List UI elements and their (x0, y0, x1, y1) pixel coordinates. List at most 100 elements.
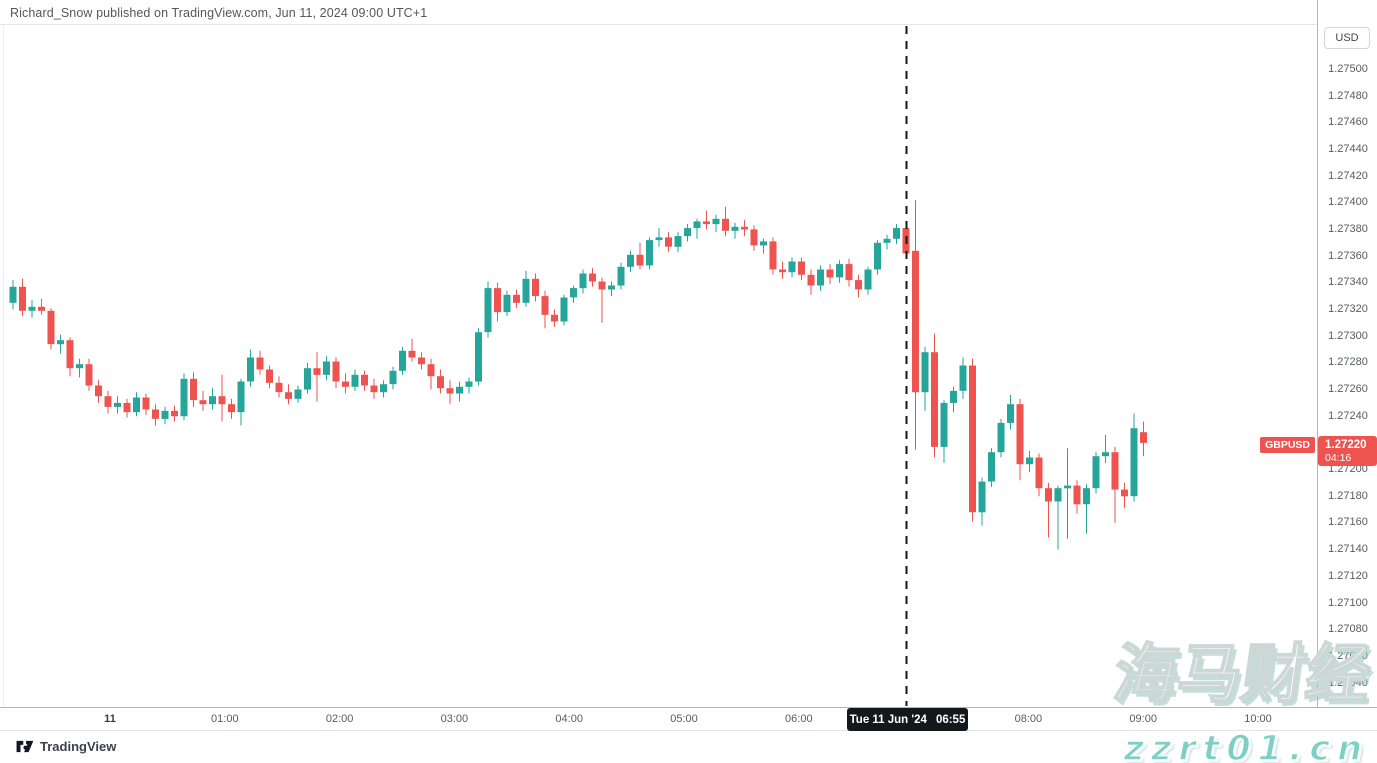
candle (408, 350, 416, 358)
candle (1035, 457, 1043, 489)
candle (446, 388, 454, 394)
candle (646, 240, 653, 266)
candle (940, 402, 948, 447)
time-tick-label: 06:00 (785, 713, 813, 725)
bar-countdown: 04:16 (1325, 452, 1352, 464)
currency-button[interactable]: USD (1324, 27, 1370, 49)
candle (66, 340, 74, 369)
candle (1026, 457, 1033, 465)
candle (1102, 452, 1109, 457)
time-tick-label: 04:00 (555, 713, 583, 725)
time-tick-label: 03:00 (440, 713, 469, 725)
candle (845, 264, 853, 281)
candle (798, 261, 805, 275)
candle (627, 254, 634, 267)
tradingview-logo-icon (16, 739, 35, 754)
candle (1083, 488, 1090, 505)
candle (969, 365, 976, 513)
candle (85, 364, 93, 386)
candle (617, 266, 625, 286)
price-tick-label: 1.27260 (1328, 383, 1368, 395)
candle (427, 364, 435, 377)
candle (399, 350, 406, 371)
last-price-badge: 1.27220 04:16 (1318, 436, 1377, 466)
time-tick-label: 10:00 (1244, 713, 1272, 725)
candle (437, 376, 444, 389)
tooltip-time: 06:55 (935, 713, 966, 726)
candle (19, 286, 26, 311)
candle (190, 378, 197, 401)
candle (712, 218, 720, 225)
candle (104, 396, 112, 407)
candle (684, 228, 691, 237)
candle (332, 361, 340, 382)
attribution-text: Richard_Snow published on TradingView.co… (10, 6, 428, 20)
price-tick-label: 1.27280 (1328, 356, 1368, 369)
candle (532, 278, 539, 297)
candle (228, 404, 235, 413)
price-tick-label: 1.27500 (1328, 62, 1368, 75)
candle (731, 226, 739, 231)
price-tick-label: 1.27120 (1328, 569, 1368, 582)
candles-group (9, 200, 1147, 550)
candle (484, 288, 492, 333)
candle (541, 296, 549, 315)
candle (1130, 428, 1138, 497)
candle (817, 269, 824, 286)
candle (256, 357, 264, 370)
last-price-value: 1.27220 (1325, 439, 1367, 451)
time-axis[interactable]: 11 01:00 02:00 03:00 04:00 05:00 06:00 08:00 09:… (0, 707, 1377, 731)
candle (959, 365, 967, 391)
candle (161, 410, 169, 419)
candle (475, 332, 482, 382)
price-tick-label: 1.27440 (1328, 142, 1368, 155)
candle (142, 397, 150, 410)
price-tick-label: 1.27320 (1328, 303, 1368, 315)
time-tick-label: 08:00 (1014, 713, 1043, 725)
candle (133, 397, 140, 413)
price-tick-label: 1.27420 (1328, 169, 1368, 182)
candle (95, 385, 102, 397)
price-tick-label: 1.27240 (1328, 409, 1368, 422)
candle (361, 374, 368, 386)
candle (465, 381, 473, 387)
time-tick-label: 02:00 (325, 713, 354, 725)
candlestick-chart-pane[interactable] (0, 0, 1317, 707)
candle (123, 402, 131, 413)
top-separator (0, 24, 1377, 25)
candle (988, 452, 995, 482)
candle (1140, 432, 1147, 443)
candle (1016, 404, 1024, 465)
candle (750, 229, 758, 246)
candle (323, 361, 330, 375)
candle (522, 278, 530, 303)
candle (950, 390, 957, 403)
candle (247, 357, 254, 382)
candle (494, 288, 501, 313)
price-tick-label: 1.27160 (1328, 516, 1368, 529)
candle (836, 264, 843, 278)
candle (1121, 489, 1128, 497)
candle (807, 274, 815, 286)
candle (114, 402, 121, 407)
candle (342, 381, 349, 387)
candle (855, 280, 862, 290)
price-tick-label: 1.27300 (1328, 329, 1368, 342)
candle (218, 396, 226, 405)
candle (266, 369, 273, 383)
candle (741, 226, 748, 230)
candle (209, 396, 216, 405)
candle (874, 242, 881, 270)
candle (380, 384, 387, 393)
candle (674, 236, 682, 247)
candle (1092, 456, 1100, 489)
candlestick-chart[interactable] (0, 0, 1317, 707)
candle (38, 306, 45, 311)
candle (826, 269, 834, 278)
crosshair-time-tooltip: Tue 11 Jun '24 06:55 (847, 708, 968, 731)
tradingview-logo[interactable]: TradingView (16, 739, 116, 754)
candle (589, 273, 596, 282)
price-tick-label: 1.27060 (1328, 649, 1368, 662)
price-axis[interactable]: USD 1.27500 1.27480 1.27460 1.27440 1.27420 1… (1317, 0, 1377, 731)
